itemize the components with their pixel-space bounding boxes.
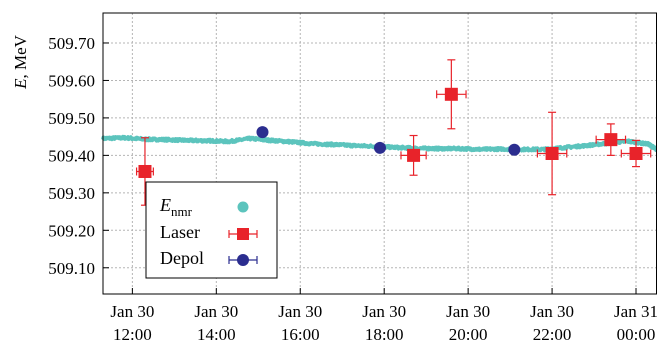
x-tick-label-date: Jan 30 [362,302,406,321]
laser-point [407,148,421,162]
axes: 509.10 509.20 509.30 509.40 509.50 509.60 509.… [48,34,657,344]
legend-marker-depol [237,254,249,266]
y-axis-label-unit: , MeV [11,34,30,78]
depol-point [508,143,521,156]
x-tick-label-time: 14:00 [197,325,236,344]
depol-point [256,126,269,139]
x-tick-label-time: 00:00 [617,325,656,344]
y-tick-label: 509.60 [48,71,95,90]
depol-point [374,141,386,154]
laser-point [444,87,458,101]
y-axis-label-symbol: E [11,78,30,90]
enmr-band [101,134,657,153]
y-tick-label: 509.70 [48,34,95,53]
legend-label-depol: Depol [160,248,204,268]
x-tick-label-date: Jan 30 [278,302,322,321]
data-points [135,59,652,206]
y-tick-label: 509.10 [48,259,95,278]
laser-point [545,147,559,160]
laser-point [629,147,643,160]
x-tick-label-date: Jan 30 [530,302,574,321]
legend-marker-enmr [237,201,249,213]
x-tick-label-date: Jan 30 [446,302,490,321]
x-tick-label-date: Jan 31 [614,302,657,321]
y-tick-label: 509.40 [48,146,95,165]
y-tick-label: 509.50 [48,109,95,128]
y-tick-label: 509.20 [48,221,95,240]
x-tick-label-time: 12:00 [113,325,152,344]
laser-point [138,164,152,178]
laser-point [604,133,618,147]
x-tick-label-time: 18:00 [365,325,404,344]
x-tick-label-time: 22:00 [533,325,572,344]
legend: Enmr Laser Depol [145,181,278,279]
legend-marker-laser [237,228,249,240]
legend-label-laser: Laser [160,222,200,242]
legend-label-enmr: Enmr [159,195,193,219]
x-tick-label-time: 20:00 [449,325,488,344]
y-axis-label: E, MeV [11,34,30,90]
legend-box [145,181,278,279]
x-tick-label-date: Jan 30 [194,302,238,321]
y-tick-label: 509.30 [48,184,95,203]
enmr-series-line [101,134,657,153]
x-tick-label-date: Jan 30 [110,302,154,321]
x-tick-label-time: 16:00 [281,325,320,344]
